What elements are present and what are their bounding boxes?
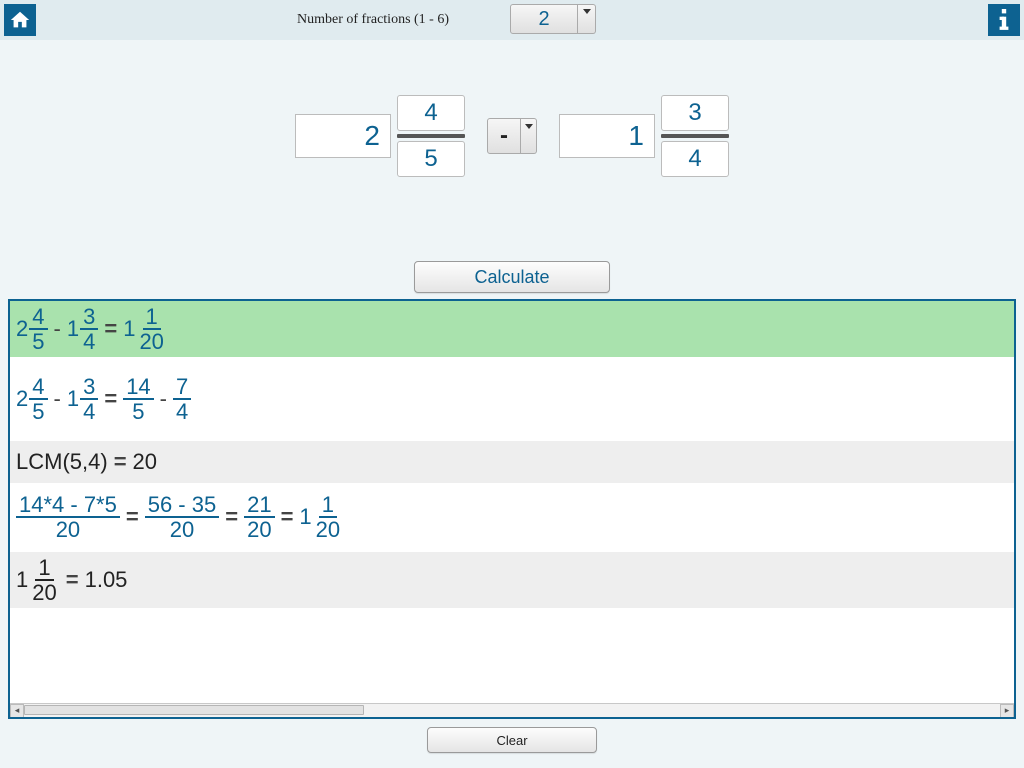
chevron-down-icon[interactable]	[578, 4, 596, 34]
step-text: 1	[319, 493, 337, 518]
step-text: 4	[29, 305, 47, 330]
step-text: 1	[35, 556, 53, 581]
step-text: 20	[53, 518, 83, 541]
info-icon	[995, 9, 1013, 31]
fraction-1-numerator-input[interactable]	[397, 95, 465, 131]
step-text: 4	[80, 330, 98, 353]
fraction-count-label: Number of fractions (1 - 6)	[297, 12, 449, 28]
fraction-2-denominator-input[interactable]	[661, 141, 729, 177]
step-text: 5	[29, 400, 47, 423]
step-text: 3	[80, 375, 98, 400]
step-text: 1	[67, 316, 79, 342]
step-text: 4	[173, 400, 191, 423]
step-text: 7	[173, 375, 191, 400]
fraction-2-whole-input[interactable]	[559, 114, 655, 158]
step-text: 5	[129, 400, 147, 423]
clear-button[interactable]: Clear	[427, 727, 597, 753]
topbar: Number of fractions (1 - 6) 2	[0, 0, 1024, 40]
chevron-down-icon[interactable]	[521, 118, 537, 154]
operator-select[interactable]: -	[487, 118, 537, 154]
step-text: 2	[16, 386, 28, 412]
fraction-count-select[interactable]: 2	[510, 4, 596, 34]
step-text: =	[66, 567, 79, 593]
step-text: 2	[16, 316, 28, 342]
fraction-2-numerator-input[interactable]	[661, 95, 729, 131]
step-text: 1.05	[85, 567, 128, 593]
step-text: -	[160, 386, 167, 412]
step-text: 1	[143, 305, 161, 330]
step-text: 5	[29, 330, 47, 353]
fraction-bar	[397, 134, 465, 138]
step-text: 20	[244, 518, 274, 541]
step-text: =	[126, 504, 139, 530]
step-text: 20	[167, 518, 197, 541]
operator-value[interactable]: -	[487, 118, 521, 154]
step-row-1: 245 - 134 = 1120	[10, 301, 1014, 357]
step-row-3: LCM(5,4) = 20	[10, 441, 1014, 483]
fraction-1-denominator-input[interactable]	[397, 141, 465, 177]
step-text: =	[225, 504, 238, 530]
step-row-4: 14*4 - 7*520 = 56 - 3520 = 2120 = 1120	[10, 489, 1014, 545]
step-text: 20	[133, 449, 157, 475]
step-text: =	[104, 316, 117, 342]
step-text: 56 - 35	[145, 493, 220, 518]
calculate-button[interactable]: Calculate	[414, 261, 610, 293]
step-text: 1	[67, 386, 79, 412]
home-button[interactable]	[4, 4, 36, 36]
step-text: 14*4 - 7*5	[16, 493, 120, 518]
step-text: 20	[313, 518, 343, 541]
fraction-input-row: -	[0, 95, 1024, 177]
step-text: 4	[80, 400, 98, 423]
scroll-right-arrow[interactable]: ▸	[1000, 704, 1014, 718]
horizontal-scrollbar[interactable]: ◂ ▸	[10, 703, 1014, 717]
fraction-2	[559, 95, 729, 177]
step-text: -	[54, 386, 61, 412]
fraction-count-value[interactable]: 2	[510, 4, 578, 34]
step-text: 1	[16, 567, 28, 593]
step-row-2: 245 - 134 = 145 - 74	[10, 371, 1014, 427]
fraction-1-whole-input[interactable]	[295, 114, 391, 158]
step-text: 1	[123, 316, 135, 342]
step-text: =	[114, 449, 127, 475]
step-text: -	[54, 316, 61, 342]
step-text: 21	[244, 493, 274, 518]
step-text: 20	[136, 330, 166, 353]
step-text: =	[281, 504, 294, 530]
scroll-left-arrow[interactable]: ◂	[10, 704, 24, 718]
step-text: 3	[80, 305, 98, 330]
step-row-5: 1120 = 1.05	[10, 552, 1014, 608]
step-text: LCM(5,4)	[16, 449, 108, 475]
fraction-bar	[661, 134, 729, 138]
result-panel: 245 - 134 = 1120 245 - 134 = 145 - 74 LC…	[8, 299, 1016, 719]
step-text: 20	[29, 581, 59, 604]
home-icon	[9, 9, 31, 31]
step-text: 1	[299, 504, 311, 530]
scroll-track[interactable]	[24, 704, 1000, 718]
step-text: 14	[123, 375, 153, 400]
info-button[interactable]	[988, 4, 1020, 36]
step-text: 4	[29, 375, 47, 400]
step-text: =	[104, 386, 117, 412]
scroll-thumb[interactable]	[24, 705, 364, 715]
fraction-1	[295, 95, 465, 177]
